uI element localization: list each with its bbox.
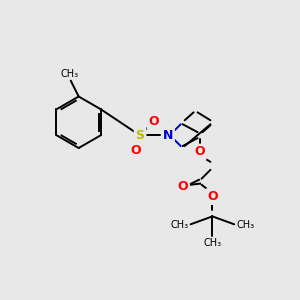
Text: CH₃: CH₃ — [61, 69, 79, 79]
Text: O: O — [131, 145, 141, 158]
Text: CH₃: CH₃ — [203, 238, 221, 248]
Text: CH₃: CH₃ — [170, 220, 189, 230]
Text: O: O — [177, 180, 188, 193]
Text: O: O — [207, 190, 218, 203]
Text: S: S — [136, 129, 145, 142]
Text: O: O — [194, 146, 205, 158]
Text: CH₃: CH₃ — [236, 220, 254, 230]
Text: N: N — [163, 129, 173, 142]
Text: O: O — [149, 115, 159, 128]
